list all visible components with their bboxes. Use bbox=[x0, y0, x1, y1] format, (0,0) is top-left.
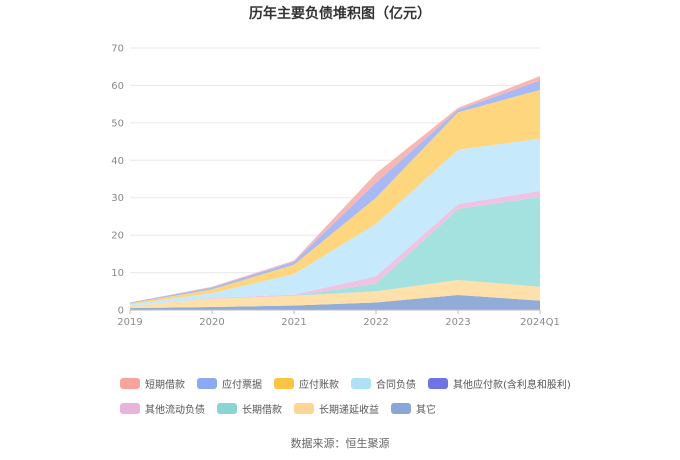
stacked-area-chart: 0 10 20 30 40 50 60 70 2019 2020 2021 2022 2023 2024… bbox=[111, 44, 560, 329]
area-series-1 bbox=[130, 280, 540, 309]
y-tick-label-7: 70 bbox=[111, 44, 124, 55]
y-tick-label-3: 30 bbox=[111, 193, 124, 204]
x-axis: 2019 2020 2021 2022 2023 2024Q1 bbox=[117, 309, 560, 328]
legend-swatch-8 bbox=[391, 403, 411, 414]
y-tick-label-1: 10 bbox=[111, 268, 124, 279]
legend-swatch-0 bbox=[120, 378, 140, 389]
legend-item-2[interactable]: 应付账款 bbox=[274, 376, 339, 391]
legend-item-6[interactable]: 长期借款 bbox=[217, 401, 282, 416]
legend-swatch-7 bbox=[294, 403, 314, 414]
y-tick-label-4: 40 bbox=[111, 156, 124, 167]
legend-label-8: 其它 bbox=[416, 405, 436, 416]
data-source-note: 数据来源：恒生聚源 bbox=[290, 437, 390, 450]
legend-label-6: 长期借款 bbox=[242, 405, 282, 416]
chart-title: 历年主要负债堆积图（亿元） bbox=[249, 6, 431, 22]
area-series-2 bbox=[130, 196, 540, 306]
legend-swatch-3 bbox=[351, 378, 371, 389]
y-tick-label-2: 20 bbox=[111, 231, 124, 242]
legend-swatch-6 bbox=[217, 403, 237, 414]
legend-swatch-4 bbox=[428, 378, 448, 389]
area-series-3 bbox=[130, 190, 540, 306]
area-series bbox=[130, 76, 540, 310]
legend-label-2: 应付账款 bbox=[299, 380, 339, 391]
legend-label-0: 短期借款 bbox=[145, 380, 185, 391]
legend-swatch-2 bbox=[274, 378, 294, 389]
legend-item-1[interactable]: 应付票据 bbox=[197, 376, 262, 391]
y-tick-label-6: 60 bbox=[111, 81, 124, 92]
x-tick-label-2: 2021 bbox=[281, 317, 306, 328]
legend-item-8[interactable]: 其它 bbox=[391, 401, 436, 416]
legend-item-4[interactable]: 其他应付款(含利息和股利) bbox=[428, 376, 571, 391]
legend: 短期借款 应付票据 应付账款 合同负债 其他应付款(含利息和股利) 其他流动负债 长期借款 长… bbox=[120, 376, 590, 416]
legend-label-4: 其他应付款(含利息和股利) bbox=[453, 380, 571, 391]
legend-item-7[interactable]: 长期递延收益 bbox=[294, 401, 379, 416]
x-tick-label-3: 2022 bbox=[363, 317, 388, 328]
y-tick-label-5: 50 bbox=[111, 118, 124, 129]
area-series-5 bbox=[130, 138, 540, 306]
legend-swatch-5 bbox=[120, 403, 140, 414]
legend-item-0[interactable]: 短期借款 bbox=[120, 376, 185, 391]
legend-item-5[interactable]: 其他流动负债 bbox=[120, 401, 205, 416]
area-series-6 bbox=[130, 89, 540, 305]
y-tick-label-0: 0 bbox=[118, 306, 124, 317]
y-axis: 0 10 20 30 40 50 60 70 bbox=[111, 44, 124, 317]
legend-swatch-1 bbox=[197, 378, 217, 389]
x-tick-label-5: 2024Q1 bbox=[520, 317, 560, 328]
legend-item-3[interactable]: 合同负债 bbox=[351, 376, 416, 391]
x-tick-label-1: 2020 bbox=[199, 317, 224, 328]
legend-label-7: 长期递延收益 bbox=[319, 405, 379, 416]
legend-label-1: 应付票据 bbox=[222, 380, 262, 391]
x-tick-label-4: 2023 bbox=[445, 317, 470, 328]
legend-label-5: 其他流动负债 bbox=[145, 405, 205, 416]
x-tick-label-0: 2019 bbox=[117, 317, 142, 328]
area-series-0 bbox=[130, 295, 540, 310]
legend-label-3: 合同负债 bbox=[376, 380, 416, 391]
